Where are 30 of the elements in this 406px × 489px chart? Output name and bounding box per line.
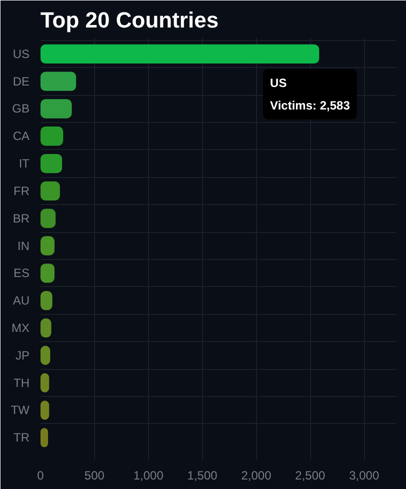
bar: [40, 154, 62, 174]
y-tick-label: IN: [18, 238, 30, 253]
x-tick-label: 500: [84, 468, 105, 482]
annotation: US Victims: 2,583: [270, 76, 350, 112]
y-tick-label: ES: [13, 266, 30, 280]
y-tick-label: CA: [12, 129, 30, 144]
y-tick-label: JP: [15, 348, 30, 362]
bar: [40, 72, 76, 91]
y-tick-label: IT: [18, 156, 30, 171]
x-tick-label: 2,500: [295, 468, 326, 482]
y-tick-label: DE: [12, 74, 30, 88]
y-tick-label: TR: [14, 430, 30, 445]
bar: [40, 44, 320, 64]
y-tick-label: AU: [12, 294, 30, 308]
bar: [40, 181, 60, 201]
y-tick-label: GB: [12, 102, 30, 116]
y-tick-label: FR: [14, 184, 30, 198]
y-tick-label: US: [12, 46, 30, 61]
bar: [40, 99, 72, 118]
x-tick-label: 1,500: [187, 468, 218, 482]
bar: [40, 126, 64, 146]
x-tick-label: 1,000: [133, 468, 164, 482]
y-tick-label: BR: [12, 211, 30, 226]
x-tick-label: 2,000: [241, 468, 272, 482]
x-tick-label: 0: [37, 468, 44, 482]
y-tick-label: MX: [12, 320, 30, 335]
chart-title: Top 20 Countries: [40, 8, 219, 32]
y-tick-label: TH: [14, 376, 30, 390]
x-tick-label: 3,000: [349, 468, 380, 482]
y-tick-label: TW: [10, 403, 30, 418]
